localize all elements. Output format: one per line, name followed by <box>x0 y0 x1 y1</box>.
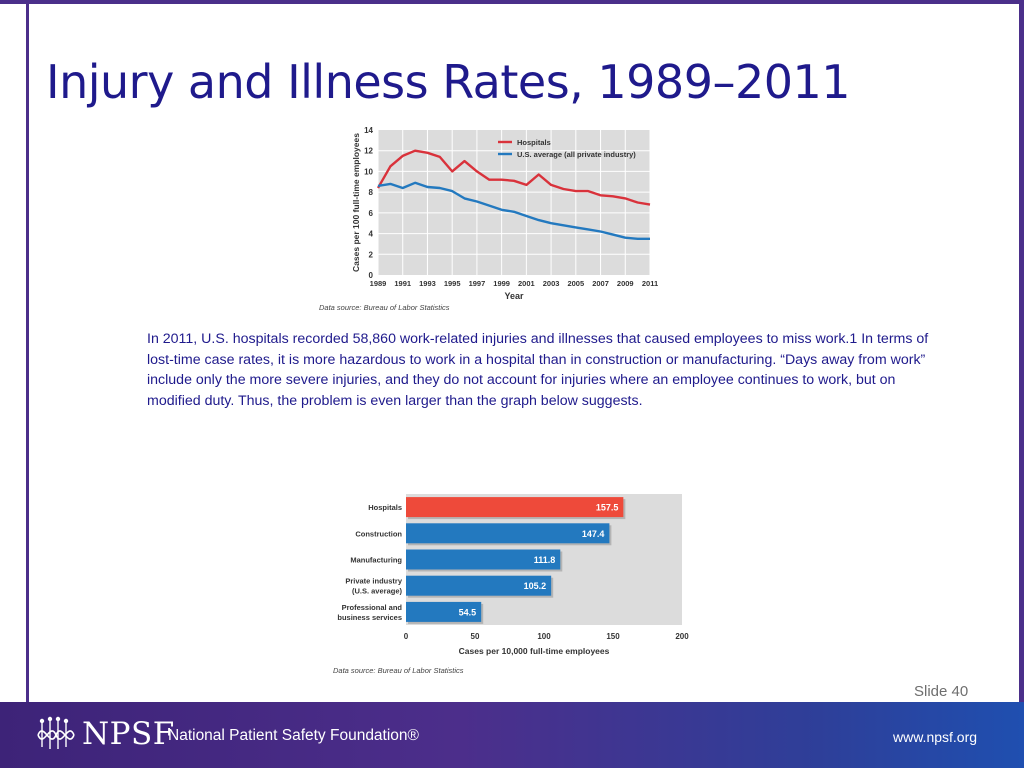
line-chart-x-tick: 2009 <box>617 279 634 288</box>
slide-left-border <box>26 0 29 702</box>
bar-chart-svg: 157.5 Hospitals 147.4 Construction 111.8 Manu… <box>333 494 689 675</box>
line-chart-y-tick: 4 <box>369 230 374 239</box>
line-chart-x-tick: 2001 <box>518 279 535 288</box>
line-chart-y-tick: 10 <box>364 167 373 176</box>
line-chart-x-tick: 1993 <box>419 279 436 288</box>
body-text: In 2011, U.S. hospitals recorded 58,860 … <box>147 331 929 409</box>
footer-brand: NPSF <box>82 716 175 752</box>
line-chart-x-tick: 1997 <box>469 279 486 288</box>
line-chart-y-tick: 12 <box>364 147 373 156</box>
slide-number: Slide 40 <box>914 683 969 700</box>
bar-chart-source: Data source: Bureau of Labor Statistics <box>333 666 464 675</box>
line-chart-x-tick: 1995 <box>444 279 461 288</box>
bar-value-label: 147.4 <box>582 529 605 539</box>
line-chart-x-tick: 2003 <box>543 279 560 288</box>
line-chart: 0 2 4 6 8 10 12 14 1989 1991 1993 1995 1997 1999 2001 2… <box>312 122 672 325</box>
line-chart-plot-area <box>378 130 650 275</box>
footer-org-name: National Patient Safety Foundation® <box>168 727 419 744</box>
line-chart-y-tick: 6 <box>369 209 374 218</box>
bar-category-label: Professional and <box>342 603 403 612</box>
line-chart-y-label: Cases per 100 full-time employees <box>351 133 361 272</box>
line-chart-x-tick: 2011 <box>642 279 658 288</box>
slide-right-border <box>1019 0 1024 702</box>
bar-chart-x-tick: 200 <box>675 632 689 641</box>
bar-chart-x-tick: 100 <box>537 632 551 641</box>
bar <box>406 497 624 518</box>
npsf-logo-icon <box>37 716 75 749</box>
line-chart-source: Data source: Bureau of Labor Statistics <box>319 303 450 312</box>
line-chart-x-label: Year <box>504 291 524 301</box>
slide-top-border <box>0 0 1024 4</box>
line-chart-y-tick: 8 <box>369 188 374 197</box>
line-chart-x-tick: 2005 <box>567 279 584 288</box>
footer-bar: NPSF National Patient Safety Foundation®… <box>0 702 1024 768</box>
line-chart-y-tick: 2 <box>369 250 374 259</box>
bar-category-label: Construction <box>355 529 402 538</box>
bar-chart-x-tick: 0 <box>404 632 409 641</box>
bar-value-label: 111.8 <box>534 555 556 565</box>
bar-category-label: business services <box>337 613 402 622</box>
legend-label: Hospitals <box>517 138 551 147</box>
slide-title: Injury and Illness Rates, 1989–2011 <box>46 55 851 109</box>
bar-chart-x-tick: 50 <box>471 632 480 641</box>
line-chart-svg: 0 2 4 6 8 10 12 14 1989 1991 1993 1995 1997 1999 2001 2… <box>319 126 658 312</box>
bar <box>406 575 552 596</box>
footer-url[interactable]: www.npsf.org <box>893 729 978 745</box>
bar-category-label: Hospitals <box>368 503 402 512</box>
line-chart-x-tick: 1999 <box>493 279 510 288</box>
line-series-hospitals <box>376 149 651 206</box>
bar-value-label: 105.2 <box>524 581 547 591</box>
bar <box>406 523 610 544</box>
line-chart-x-tick: 1989 <box>370 279 387 288</box>
bar-category-label: Manufacturing <box>350 556 402 565</box>
line-series-us-average <box>377 181 650 241</box>
bar-chart-x-tick: 150 <box>606 632 620 641</box>
bar-chart: 157.5 Hospitals 147.4 Construction 111.8 Manu… <box>330 490 700 687</box>
legend-label: U.S. average (all private industry) <box>517 150 636 159</box>
bar <box>406 549 561 570</box>
bar-category-label: (U.S. average) <box>352 587 403 596</box>
line-chart-x-tick: 1991 <box>394 279 411 288</box>
bar-category-label: Private industry <box>345 577 403 586</box>
bar-value-label: 157.5 <box>596 503 619 513</box>
line-chart-y-tick: 14 <box>364 126 373 135</box>
line-chart-y-tick: 0 <box>369 271 374 280</box>
bar <box>406 601 482 622</box>
bar-chart-x-label: Cases per 10,000 full-time employees <box>459 646 610 656</box>
line-chart-x-tick: 2007 <box>592 279 609 288</box>
bar-value-label: 54.5 <box>459 607 477 617</box>
